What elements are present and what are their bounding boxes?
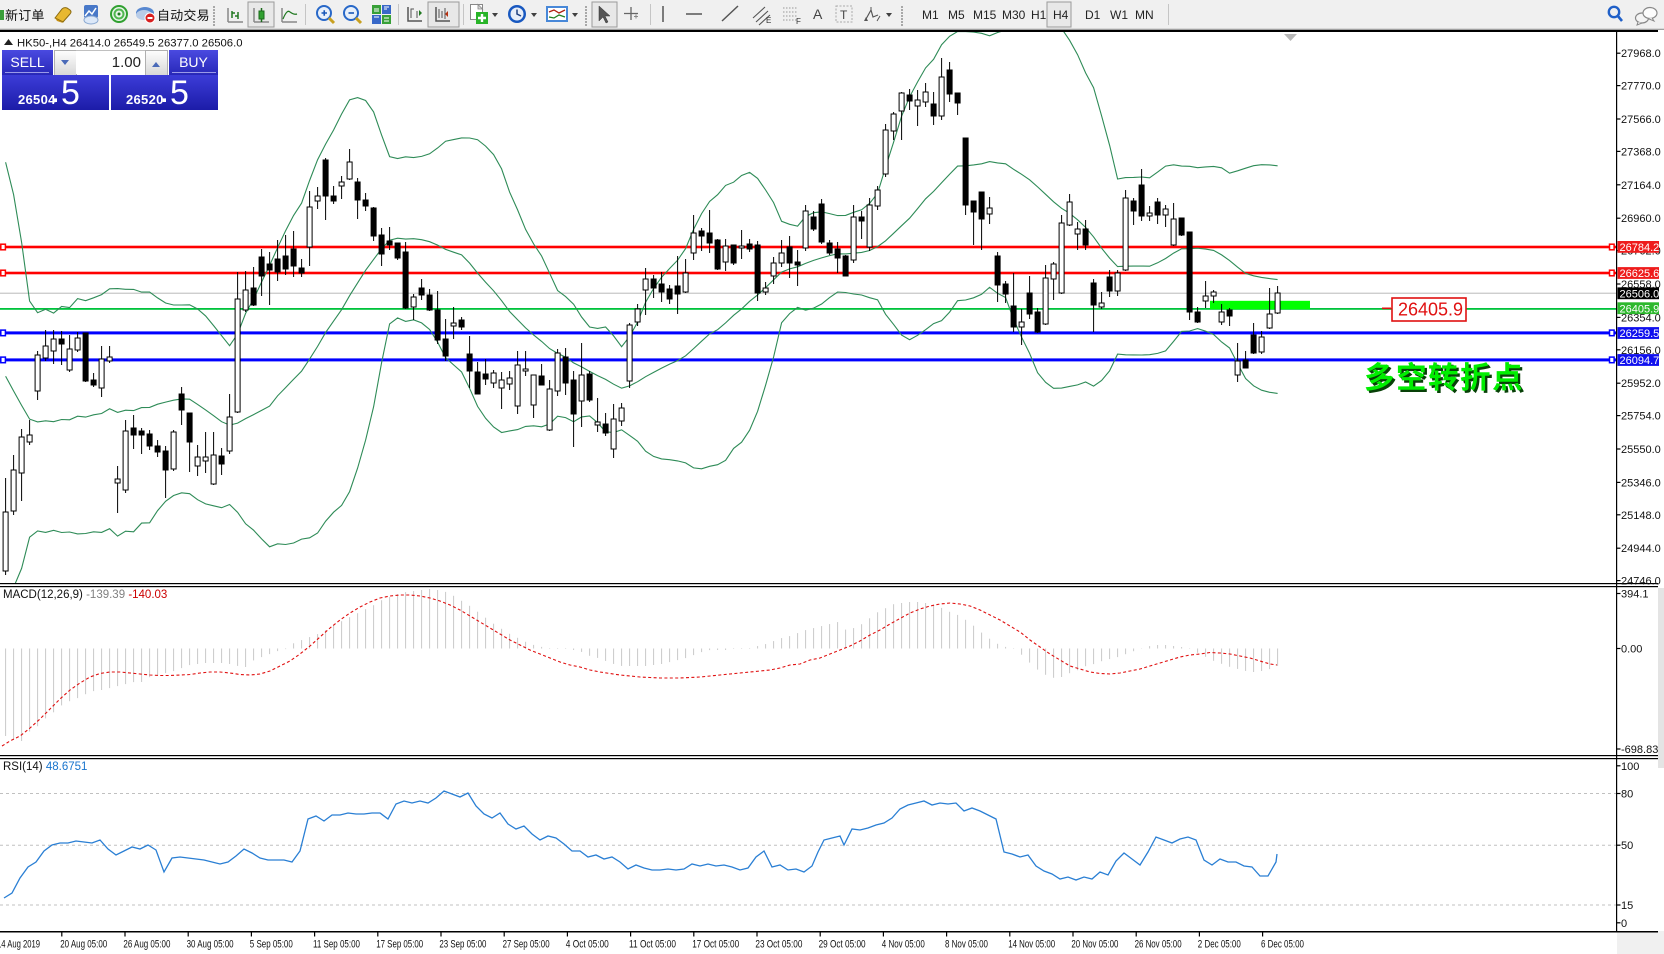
svg-text:27164.0: 27164.0 (1621, 180, 1661, 192)
svg-text:MACD(12,26,9) -139.39 -140.03: MACD(12,26,9) -139.39 -140.03 (3, 589, 167, 601)
svg-text:30 Aug 05:00: 30 Aug 05:00 (187, 939, 234, 951)
svg-text:20 Aug 05:00: 20 Aug 05:00 (60, 939, 107, 951)
svg-text:14 Aug 2019: 14 Aug 2019 (0, 939, 40, 951)
svg-text:24746.0: 24746.0 (1621, 576, 1661, 588)
svg-text:25550.0: 25550.0 (1621, 444, 1661, 456)
svg-text:29 Oct 05:00: 29 Oct 05:00 (819, 939, 866, 951)
svg-text:6 Dec 05:00: 6 Dec 05:00 (1261, 939, 1304, 951)
svg-text:A: A (813, 6, 823, 22)
svg-text:4 Oct 05:00: 4 Oct 05:00 (566, 939, 609, 951)
svg-text:D1: D1 (1085, 8, 1101, 22)
svg-text:MN: MN (1135, 8, 1154, 22)
svg-text:23 Oct 05:00: 23 Oct 05:00 (755, 939, 802, 951)
svg-text:100: 100 (1621, 761, 1639, 773)
svg-text:26784.2: 26784.2 (1620, 242, 1660, 254)
svg-text:20 Nov 05:00: 20 Nov 05:00 (1071, 939, 1118, 951)
svg-text:T: T (840, 8, 848, 22)
svg-text:-698.83: -698.83 (1621, 744, 1658, 756)
svg-text:50: 50 (1621, 840, 1633, 852)
svg-text:26625.6: 26625.6 (1620, 268, 1660, 280)
svg-text:4 Nov 05:00: 4 Nov 05:00 (882, 939, 925, 951)
svg-text:0.00: 0.00 (1621, 644, 1642, 656)
svg-text:26094.7: 26094.7 (1620, 355, 1660, 367)
svg-text:27 Sep 05:00: 27 Sep 05:00 (503, 939, 550, 951)
svg-text:W1: W1 (1110, 8, 1128, 22)
svg-text:11 Oct 05:00: 11 Oct 05:00 (629, 939, 676, 951)
svg-text:25346.0: 25346.0 (1621, 477, 1661, 489)
svg-text:25148.0: 25148.0 (1621, 510, 1661, 522)
svg-text:E: E (766, 16, 771, 25)
svg-text:F: F (796, 17, 801, 26)
svg-text:H4: H4 (1053, 8, 1069, 22)
svg-text:M5: M5 (948, 8, 965, 22)
svg-text:11 Sep 05:00: 11 Sep 05:00 (313, 939, 360, 951)
svg-text:M1: M1 (922, 8, 939, 22)
svg-text:23 Sep 05:00: 23 Sep 05:00 (439, 939, 486, 951)
svg-text:H1: H1 (1031, 8, 1047, 22)
svg-text:RSI(14) 48.6751: RSI(14) 48.6751 (3, 761, 87, 773)
svg-text:26 Nov 05:00: 26 Nov 05:00 (1135, 939, 1182, 951)
svg-text:HK50-,H4 26414.0 26549.5 2637: HK50-,H4 26414.0 26549.5 26377.0 26506.0 (17, 38, 243, 50)
svg-text:27770.0: 27770.0 (1621, 81, 1661, 93)
svg-text:5 Sep 05:00: 5 Sep 05:00 (250, 939, 293, 951)
svg-text:26960.0: 26960.0 (1621, 213, 1661, 225)
svg-text:0: 0 (1621, 918, 1627, 930)
svg-text:26156.0: 26156.0 (1621, 345, 1661, 357)
svg-text:24944.0: 24944.0 (1621, 543, 1661, 555)
svg-text:M30: M30 (1002, 8, 1026, 22)
svg-text:26 Aug 05:00: 26 Aug 05:00 (123, 939, 170, 951)
svg-text:17 Sep 05:00: 17 Sep 05:00 (376, 939, 423, 951)
svg-text:14 Nov 05:00: 14 Nov 05:00 (1008, 939, 1055, 951)
svg-text:27968.0: 27968.0 (1621, 48, 1661, 60)
svg-text:26405.9: 26405.9 (1620, 303, 1660, 315)
svg-text:26259.5: 26259.5 (1620, 328, 1660, 340)
svg-text:80: 80 (1621, 789, 1633, 801)
svg-text:26405.9: 26405.9 (1398, 300, 1463, 320)
svg-text:25754.0: 25754.0 (1621, 411, 1661, 423)
svg-text:394.1: 394.1 (1621, 589, 1649, 601)
svg-text:27566.0: 27566.0 (1621, 114, 1661, 126)
svg-text:8 Nov 05:00: 8 Nov 05:00 (945, 939, 988, 951)
svg-text:15: 15 (1621, 900, 1633, 912)
svg-text:M15: M15 (973, 8, 997, 22)
svg-text:27368.0: 27368.0 (1621, 146, 1661, 158)
svg-text:26354.0: 26354.0 (1621, 312, 1661, 324)
svg-text:2 Dec 05:00: 2 Dec 05:00 (1198, 939, 1241, 951)
svg-text:17 Oct 05:00: 17 Oct 05:00 (692, 939, 739, 951)
svg-text:25952.0: 25952.0 (1621, 378, 1661, 390)
svg-text:26506.0: 26506.0 (1620, 288, 1660, 300)
